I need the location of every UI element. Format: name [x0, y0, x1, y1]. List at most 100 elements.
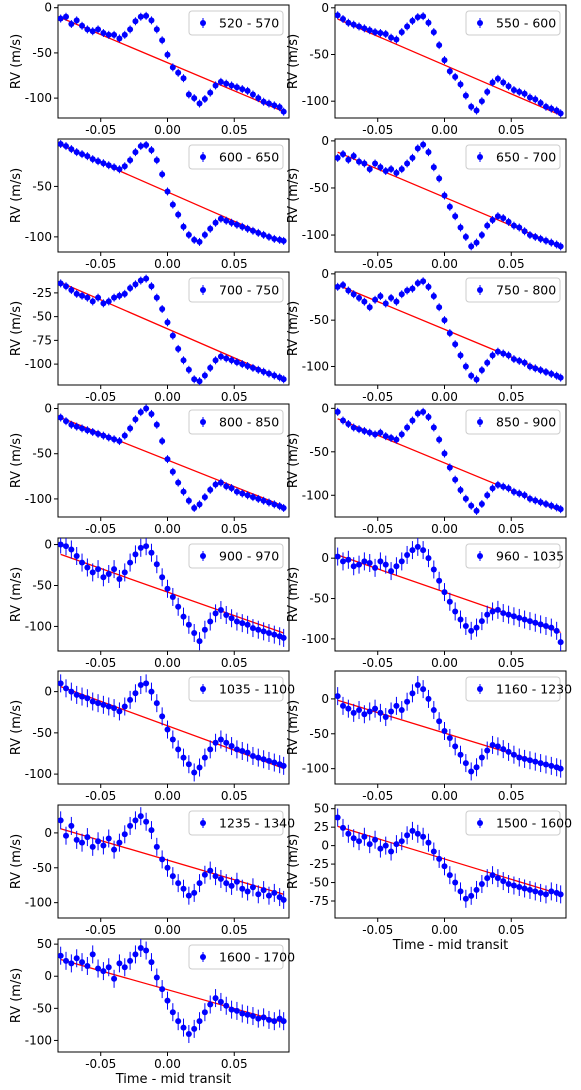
data-point — [121, 31, 128, 38]
legend-label: 600 - 650 — [219, 150, 279, 165]
data-point — [217, 479, 224, 486]
data-point — [436, 855, 443, 862]
legend-marker — [477, 553, 483, 559]
y-tick-label: -100 — [302, 94, 329, 108]
data-point — [505, 748, 512, 755]
data-point — [526, 886, 533, 893]
data-point — [510, 222, 517, 229]
data-point — [143, 12, 150, 19]
data-point — [233, 221, 240, 228]
data-point — [537, 889, 544, 896]
y-tick-label: -100 — [25, 492, 52, 506]
x-tick-label: 0.00 — [154, 390, 181, 404]
data-point — [457, 487, 464, 494]
data-point — [121, 964, 128, 971]
data-point — [366, 304, 373, 311]
data-point — [105, 571, 112, 578]
data-point — [441, 317, 448, 324]
data-point — [191, 95, 198, 102]
data-point — [105, 835, 112, 842]
data-point — [153, 157, 160, 164]
data-point — [500, 350, 507, 357]
legend-box — [465, 10, 561, 36]
data-point — [116, 960, 123, 967]
data-point — [228, 743, 235, 750]
data-point — [271, 889, 278, 896]
data-point — [255, 95, 262, 102]
data-point — [260, 98, 267, 105]
y-tick-label: -100 — [25, 357, 52, 371]
data-point — [228, 615, 235, 622]
data-point — [516, 224, 523, 231]
data-point — [489, 216, 496, 223]
data-point — [121, 163, 128, 170]
data-point — [228, 219, 235, 226]
panel-9: 0 -50 -100 -0.05 0.00 0.05 RV (m/s) 900 - 970 — [9, 537, 290, 670]
data-point — [340, 702, 347, 709]
data-point — [441, 450, 448, 457]
data-point — [468, 892, 475, 899]
data-point — [548, 502, 555, 509]
data-point — [164, 997, 171, 1004]
y-tick-label: 0 — [321, 839, 329, 853]
data-point — [73, 955, 80, 962]
data-point — [239, 86, 246, 93]
data-point — [239, 748, 246, 755]
data-point — [185, 892, 192, 899]
data-point — [116, 575, 123, 582]
legend-marker — [477, 154, 483, 160]
data-point — [516, 88, 523, 95]
legend-marker — [200, 419, 206, 425]
x-tick-label: 0.00 — [154, 789, 181, 803]
x-tick-label: -0.05 — [362, 123, 393, 137]
data-point — [191, 1025, 198, 1032]
data-point — [553, 627, 560, 634]
data-point — [255, 891, 262, 898]
data-point — [84, 153, 91, 160]
data-point — [441, 192, 448, 199]
legend-box — [465, 810, 561, 836]
y-tick-label: 0 — [321, 551, 329, 565]
data-point — [532, 758, 539, 765]
x-tick-label: 0.05 — [221, 923, 248, 937]
data-point — [548, 105, 555, 112]
data-point — [489, 608, 496, 615]
data-point — [58, 15, 64, 22]
data-point — [430, 848, 437, 855]
data-point — [58, 541, 64, 548]
data-point — [153, 294, 160, 301]
data-point — [398, 558, 405, 565]
x-tick-label: 0.05 — [221, 257, 248, 271]
data-point — [159, 856, 166, 863]
data-point — [180, 223, 187, 230]
data-point — [361, 427, 368, 434]
y-tick-label: 0 — [44, 826, 52, 840]
data-point — [212, 610, 219, 617]
data-point — [409, 285, 416, 292]
y-tick-label: -50 — [32, 447, 52, 461]
data-point — [500, 878, 507, 885]
data-point — [532, 96, 539, 103]
data-point — [484, 875, 491, 882]
data-point — [356, 707, 363, 714]
panel-11: 0 -50 -100 -0.05 0.00 0.05 RV (m/s) 1035 - 1100 — [9, 670, 295, 803]
data-point — [345, 556, 352, 563]
data-point — [557, 374, 564, 381]
data-point — [409, 827, 416, 834]
data-point — [494, 213, 501, 220]
data-point — [95, 566, 102, 573]
data-point — [137, 944, 144, 951]
data-point — [537, 100, 544, 107]
data-point — [132, 551, 139, 558]
data-point — [382, 300, 389, 307]
data-point — [473, 507, 480, 514]
data-point — [372, 705, 379, 712]
data-point — [169, 1009, 176, 1016]
data-point — [526, 495, 533, 502]
data-point — [148, 147, 155, 154]
data-point — [153, 843, 160, 850]
data-point — [446, 464, 453, 471]
y-tick-label: -25 — [32, 286, 52, 300]
panel-7: 0 -50 -100 -0.05 0.00 0.05 RV (m/s) 800 - 850 — [9, 402, 290, 536]
data-point — [366, 841, 373, 848]
